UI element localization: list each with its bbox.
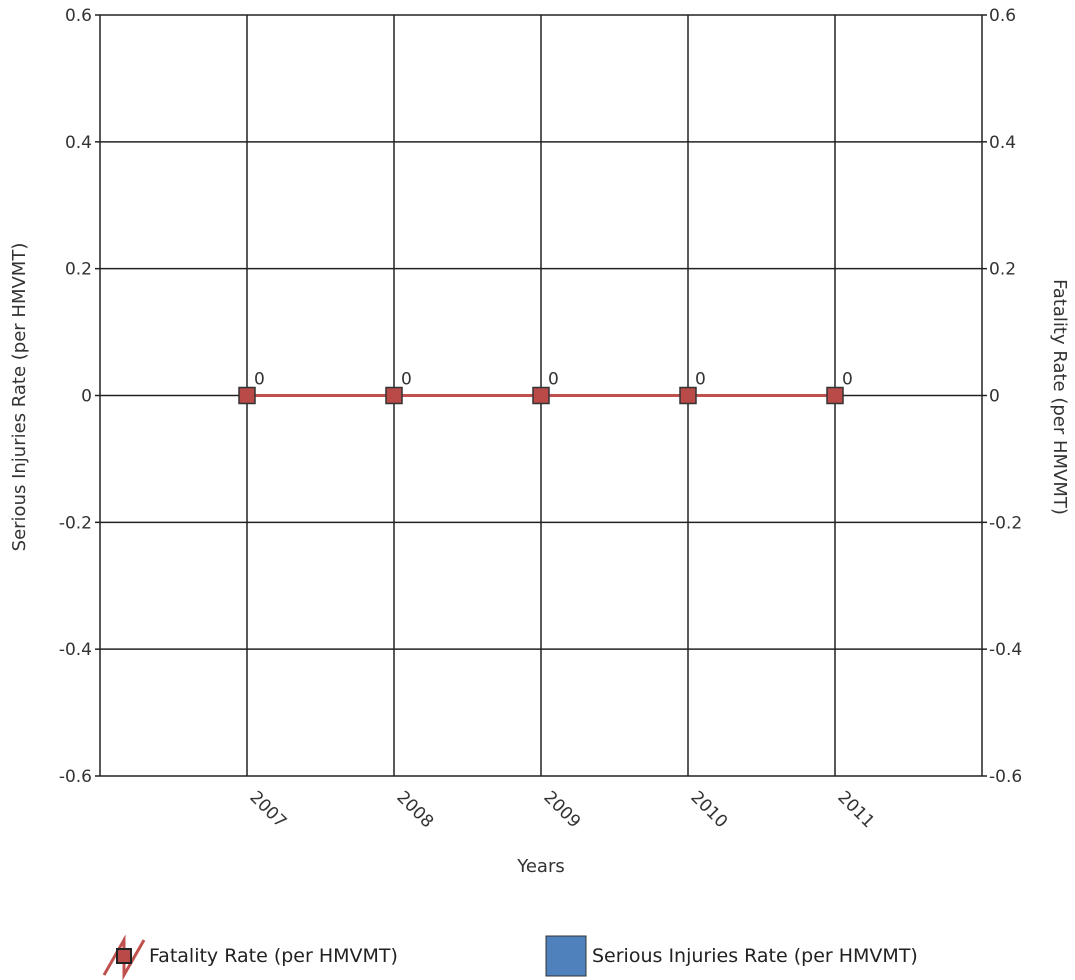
legend-label-serious-injuries-rate: Serious Injuries Rate (per HMVMT) <box>592 945 918 967</box>
x-tick-label: 2008 <box>392 787 437 832</box>
data-point-marker <box>385 386 403 405</box>
right-tick-label: 0 <box>989 387 1000 407</box>
left-y-axis-title: Serious Injuries Rate (per HMVMT) <box>9 243 30 552</box>
data-label: 0 <box>401 370 412 390</box>
right-tick-label: -0.6 <box>989 767 1022 787</box>
data-point-marker <box>826 386 844 405</box>
left-y-axis-ticks: 0.6 0.4 0.2 0 -0.2 -0.4 -0.6 <box>59 6 100 787</box>
x-tick-label: 2011 <box>833 787 878 832</box>
legend-item-serious-injuries-rate: Serious Injuries Rate (per HMVMT) <box>545 935 918 977</box>
right-y-axis-ticks: 0.6 0.4 0.2 0 -0.2 -0.4 -0.6 <box>982 6 1022 787</box>
left-tick-label: -0.4 <box>59 640 92 660</box>
left-tick-label: -0.6 <box>59 767 92 787</box>
right-y-axis-title: Fatality Rate (per HMVMT) <box>1049 279 1070 515</box>
data-label: 0 <box>842 370 853 390</box>
right-tick-label: -0.2 <box>989 513 1022 533</box>
right-tick-label: 0.6 <box>989 6 1016 26</box>
right-tick-label: 0.4 <box>989 133 1016 153</box>
legend-label-fatality-rate: Fatality Rate (per HMVMT) <box>149 945 398 967</box>
left-tick-label: 0 <box>81 387 92 407</box>
right-tick-label: 0.2 <box>989 260 1016 280</box>
data-label: 0 <box>695 370 706 390</box>
data-point-marker <box>532 386 550 405</box>
left-tick-label: 0.6 <box>65 6 92 26</box>
legend-item-fatality-rate: Fatality Rate (per HMVMT) <box>102 934 398 980</box>
data-label: 0 <box>548 370 559 390</box>
left-tick-label: 0.2 <box>65 260 92 280</box>
x-tick-label: 2010 <box>686 787 731 832</box>
data-point-marker <box>679 386 697 405</box>
x-tick-label: 2009 <box>539 787 584 832</box>
left-tick-label: -0.2 <box>59 513 92 533</box>
x-axis-ticks: 2007 2008 2009 2010 2011 <box>245 787 878 832</box>
left-tick-label: 0.4 <box>65 133 92 153</box>
fatality-rate-series: 0 0 0 0 0 <box>238 370 853 405</box>
legend-swatch-icon <box>545 935 587 977</box>
data-point-marker <box>238 386 256 405</box>
data-label: 0 <box>254 370 265 390</box>
x-tick-label: 2007 <box>245 787 290 832</box>
legend: Fatality Rate (per HMVMT) Serious Injuri… <box>102 934 918 980</box>
right-tick-label: -0.4 <box>989 640 1022 660</box>
legend-line-marker-icon <box>102 934 146 980</box>
x-axis-title: Years <box>516 856 565 877</box>
